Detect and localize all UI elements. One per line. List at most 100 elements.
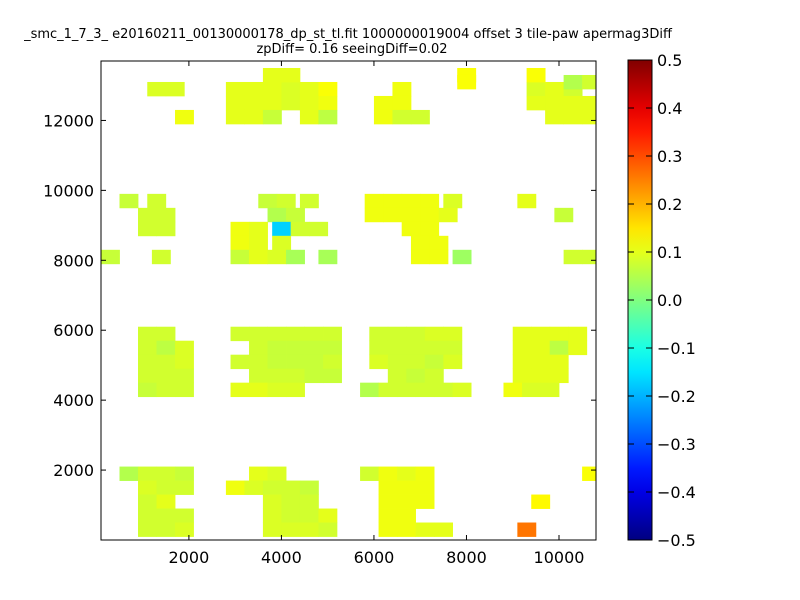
heatmap-cell (531, 494, 551, 509)
heatmap-cell (392, 95, 412, 111)
heatmap-cell (429, 235, 449, 251)
heatmap-cell (267, 354, 287, 370)
heatmap-cell (175, 354, 194, 370)
heatmap-cell (262, 494, 282, 509)
heatmap-cell (272, 221, 292, 237)
x-tick-label: 6000 (354, 548, 395, 567)
heatmap-cell (156, 522, 176, 537)
heatmap-cell (175, 522, 194, 537)
x-tick-label: 4000 (261, 548, 302, 567)
heatmap-cell (568, 326, 588, 342)
heatmap-cell (299, 193, 319, 209)
heatmap-cell (568, 340, 588, 356)
heatmap-cell (364, 207, 384, 223)
heatmap-cell (138, 221, 157, 237)
heatmap-cell (156, 340, 176, 356)
heatmap-cell (415, 522, 435, 537)
heatmap-cell (175, 466, 194, 481)
heatmap-cell (267, 466, 287, 481)
heatmap-cell (304, 340, 324, 356)
heatmap-cell (424, 326, 444, 342)
heatmap-cell (549, 340, 569, 356)
heatmap-cell (244, 95, 264, 111)
heatmap-cell (165, 81, 185, 97)
y-tick-label: 4000 (53, 391, 94, 410)
heatmap-cell (119, 466, 139, 481)
heatmap-cell (406, 354, 426, 370)
heatmap-cell (175, 508, 194, 523)
heatmap-cell (540, 382, 560, 398)
heatmap-cell (262, 508, 282, 523)
heatmap-cell (299, 522, 319, 537)
heatmap-cell (267, 207, 287, 223)
heatmap-cell (397, 480, 416, 495)
colorbar-tick-label: −0.5 (657, 531, 696, 550)
heatmap-cell (373, 109, 393, 125)
heatmap-cell (378, 382, 398, 398)
heatmap-cell (249, 235, 268, 251)
y-tick-label: 2000 (53, 461, 94, 480)
heatmap-cell (230, 249, 250, 265)
heatmap-cell (286, 207, 305, 223)
heatmap-cell (272, 235, 292, 251)
heatmap-cell (281, 480, 301, 495)
heatmap-cell (262, 480, 282, 495)
heatmap-cell (401, 193, 421, 209)
heatmap-cell (434, 382, 453, 398)
heatmap-cell (281, 81, 301, 97)
heatmap-cell (378, 480, 398, 495)
heatmap-cell (383, 207, 403, 223)
heatmap-cell (151, 249, 171, 265)
heatmap-cell (281, 508, 301, 523)
heatmap-cell (318, 249, 338, 265)
heatmap-cell (286, 354, 305, 370)
colorbar-tick-label: −0.3 (657, 435, 696, 454)
heatmap-cell (318, 522, 338, 537)
heatmap-cell (415, 466, 435, 481)
heatmap-cell (138, 326, 157, 342)
heatmap-cell (378, 494, 398, 509)
heatmap-cell (582, 466, 596, 481)
y-tick-label: 8000 (53, 251, 94, 270)
heatmap-cell (262, 81, 282, 97)
heatmap-cell (378, 522, 398, 537)
heatmap-cell (318, 95, 338, 111)
heatmap-cell (249, 466, 268, 481)
heatmap-cell (318, 109, 338, 125)
heatmap-cell (526, 81, 546, 97)
heatmap-cell (304, 354, 324, 370)
heatmap-cell (230, 382, 250, 398)
heatmap-cell (392, 109, 412, 125)
heatmap-cell (549, 354, 569, 370)
heatmap-cell (230, 235, 250, 251)
heatmap-cell (119, 193, 139, 209)
heatmap-cell (156, 221, 176, 237)
heatmap-cell (262, 522, 282, 537)
heatmap-cell (582, 249, 596, 265)
heatmap-cell (526, 95, 546, 111)
heatmap-cell (156, 494, 176, 509)
heatmap-cell (531, 340, 551, 356)
heatmap-cell (138, 368, 157, 384)
heatmap-cell (281, 494, 301, 509)
heatmap-cell (225, 95, 245, 111)
heatmap-cell (323, 354, 342, 370)
heatmap-cell (410, 235, 430, 251)
heatmap-cell (582, 95, 596, 111)
heatmap-cell (299, 81, 319, 97)
heatmap-cell (563, 74, 583, 90)
heatmap-cell (225, 109, 245, 125)
heatmap-cell (286, 326, 305, 342)
heatmap-cell (452, 382, 472, 398)
heatmap-cell (138, 382, 157, 398)
heatmap-cell (397, 522, 416, 537)
heatmap-cell (267, 382, 287, 398)
heatmap-cell (457, 74, 477, 90)
chart-subtitle: zpDiff= 0.16 seeingDiff=0.02 (256, 42, 447, 57)
x-tick-label: 8000 (446, 548, 487, 567)
y-tick-label: 12000 (43, 111, 94, 130)
heatmap-cell (512, 368, 532, 384)
heatmap-cell (360, 382, 379, 398)
heatmap-cell (582, 74, 596, 90)
heatmap-cell (512, 340, 532, 356)
